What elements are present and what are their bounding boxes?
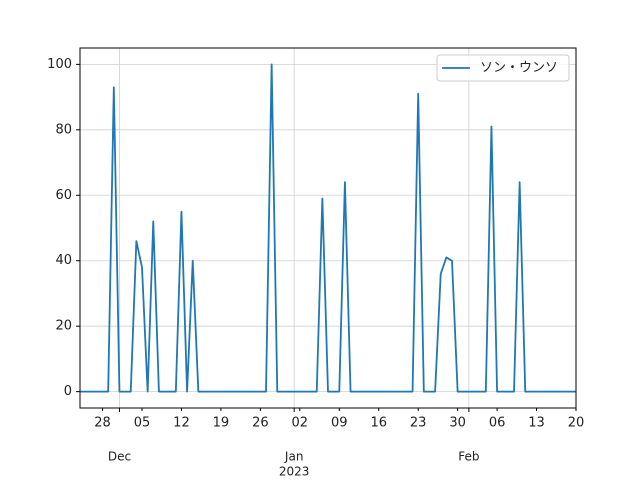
x-tick-label: 20 bbox=[568, 416, 585, 431]
y-tick-label: 80 bbox=[55, 122, 72, 137]
x-tick-label: 26 bbox=[252, 416, 269, 431]
x-tick-label: 12 bbox=[173, 416, 190, 431]
x-tick-label: 30 bbox=[449, 416, 466, 431]
y-tick-label: 100 bbox=[47, 57, 72, 72]
x-tick-label: 23 bbox=[410, 416, 427, 431]
x-tick-label: 19 bbox=[213, 416, 230, 431]
y-tick-label: 20 bbox=[55, 319, 72, 334]
x-tick-label: 09 bbox=[331, 416, 348, 431]
legend-label: ソン・ウンソ bbox=[480, 61, 558, 76]
x-year-label: 2023 bbox=[279, 465, 310, 479]
x-tick-label: 05 bbox=[134, 416, 151, 431]
y-tick-label: 60 bbox=[55, 188, 72, 203]
y-tick-label: 0 bbox=[64, 384, 72, 399]
x-tick-label: 02 bbox=[292, 416, 309, 431]
x-tick-label: 06 bbox=[489, 416, 506, 431]
y-tick-label: 40 bbox=[55, 253, 72, 268]
x-major-label: Jan bbox=[284, 450, 304, 464]
x-tick-label: 16 bbox=[370, 416, 387, 431]
legend-box bbox=[436, 54, 570, 82]
x-major-label: Feb bbox=[458, 450, 479, 464]
line-series bbox=[80, 63, 576, 393]
plot-frame bbox=[79, 47, 577, 409]
x-tick-label: 28 bbox=[94, 416, 111, 431]
x-major-label: Dec bbox=[108, 450, 131, 464]
x-tick-label: 13 bbox=[528, 416, 545, 431]
